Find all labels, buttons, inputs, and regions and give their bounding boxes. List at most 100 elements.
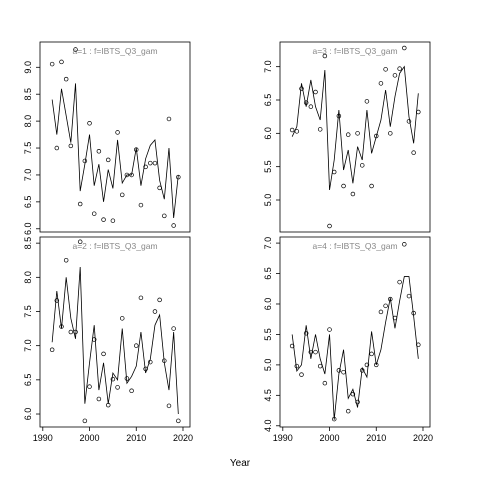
observed-point <box>313 89 318 95</box>
observed-point <box>317 127 323 132</box>
panel-frame <box>279 236 431 428</box>
observed-point <box>355 131 360 136</box>
observed-point <box>148 359 153 365</box>
observed-point <box>299 372 304 377</box>
observed-point <box>392 315 398 321</box>
panel: a=3 : f=IBTS_Q3_gam 5.0 5.5 6.0 6.5 7.0 <box>263 41 431 233</box>
observed-point <box>364 99 370 104</box>
y-tick-label: 7.0 <box>23 339 33 352</box>
y-tick-label: 9.0 <box>23 61 33 74</box>
x-tick-label: 1990 <box>33 433 53 443</box>
observed-point <box>68 329 74 335</box>
observed-point <box>101 351 106 357</box>
observed-point <box>166 403 172 409</box>
observed-point <box>411 310 416 316</box>
y-tick-label: 6.5 <box>263 267 273 280</box>
observed-point <box>308 349 314 355</box>
fit-line <box>291 276 419 420</box>
panel: a=1 : f=IBTS_Q3_gam 6.0 6.5 7.0 7.5 8.0 8.5 9.0 <box>23 41 191 235</box>
observed-point <box>294 363 300 369</box>
y-tick-label: 8.0 <box>23 115 33 128</box>
panel-title: a=1 : f=IBTS_Q3_gam <box>72 46 157 56</box>
observed-point <box>63 257 69 263</box>
y-tick-label: 5.5 <box>263 160 273 173</box>
observed-point <box>327 327 332 332</box>
observed-point <box>82 158 88 164</box>
observed-point <box>73 329 78 335</box>
observed-point <box>294 129 300 134</box>
x-tick-label: 2020 <box>413 433 433 443</box>
y-tick-label: 6.5 <box>23 196 33 209</box>
y-tick-label: 4.0 <box>263 420 273 433</box>
observed-point <box>345 408 351 414</box>
observed-point <box>392 73 398 78</box>
observed-point <box>115 385 120 390</box>
observed-point <box>176 418 181 424</box>
observed-point <box>331 169 337 175</box>
observed-point <box>115 130 120 135</box>
y-tick-label: 6.0 <box>23 408 33 421</box>
observed-point <box>134 147 139 152</box>
observed-point <box>369 351 374 357</box>
y-tick-label: 7.0 <box>23 169 33 182</box>
observed-point <box>322 53 328 59</box>
y-tick-label: 5.5 <box>263 328 273 341</box>
observed-point <box>134 343 139 348</box>
x-tick-label: 2020 <box>173 433 193 443</box>
observed-point <box>411 150 416 155</box>
observed-point <box>54 145 60 151</box>
observed-point <box>402 45 407 51</box>
observed-point <box>303 330 309 336</box>
y-tick-label: 7.5 <box>23 305 33 318</box>
observed-point <box>87 384 92 389</box>
panel-frame <box>39 236 191 428</box>
observed-point <box>355 399 360 405</box>
y-tick-label: 7.0 <box>263 237 273 250</box>
x-tick-label: 2000 <box>320 433 340 443</box>
observed-point <box>327 223 332 229</box>
observed-point <box>91 211 97 216</box>
observed-point <box>143 366 148 372</box>
observed-point <box>406 293 412 299</box>
y-tick-label: 7.0 <box>263 60 273 73</box>
observed-point <box>378 309 384 315</box>
x-tick-label: 1990 <box>273 433 293 443</box>
observed-point <box>124 376 130 381</box>
observed-point <box>388 296 393 302</box>
observed-point <box>91 337 97 342</box>
observed-point <box>148 160 153 166</box>
x-tick-label: 2010 <box>126 433 146 443</box>
y-tick-label: 8.5 <box>23 237 33 250</box>
observed-point <box>383 303 388 309</box>
observed-point <box>336 368 342 373</box>
observed-point <box>350 191 356 197</box>
observed-point <box>77 239 83 245</box>
observed-point <box>152 160 158 166</box>
y-tick-label: 8.5 <box>23 88 33 101</box>
observed-point <box>383 67 388 72</box>
observed-point <box>406 119 412 124</box>
observed-point <box>374 362 379 368</box>
observed-point <box>162 213 167 219</box>
panel: a=4 : f=IBTS_Q3_gam 4.0 4.5 5.0 5.5 6.0 6.5 7.0… <box>263 236 433 443</box>
observed-point <box>129 172 134 178</box>
observed-point <box>341 369 346 375</box>
observed-point <box>73 47 78 52</box>
y-tick-label: 7.5 <box>23 142 33 155</box>
observed-point <box>96 149 102 154</box>
observed-point <box>105 157 111 163</box>
observed-point <box>63 76 69 82</box>
observed-point <box>68 143 74 149</box>
observed-point <box>110 218 116 223</box>
observed-point <box>369 183 374 189</box>
observed-point <box>166 116 172 122</box>
panel-title: a=3 : f=IBTS_Q3_gam <box>312 46 397 56</box>
observed-point <box>138 202 144 208</box>
observed-point <box>171 326 176 331</box>
observed-point <box>374 133 379 139</box>
observed-point <box>119 316 125 321</box>
observed-point <box>350 391 356 397</box>
y-tick-label: 4.5 <box>263 389 273 402</box>
fit-line <box>51 267 179 415</box>
panel-frame <box>279 41 431 233</box>
